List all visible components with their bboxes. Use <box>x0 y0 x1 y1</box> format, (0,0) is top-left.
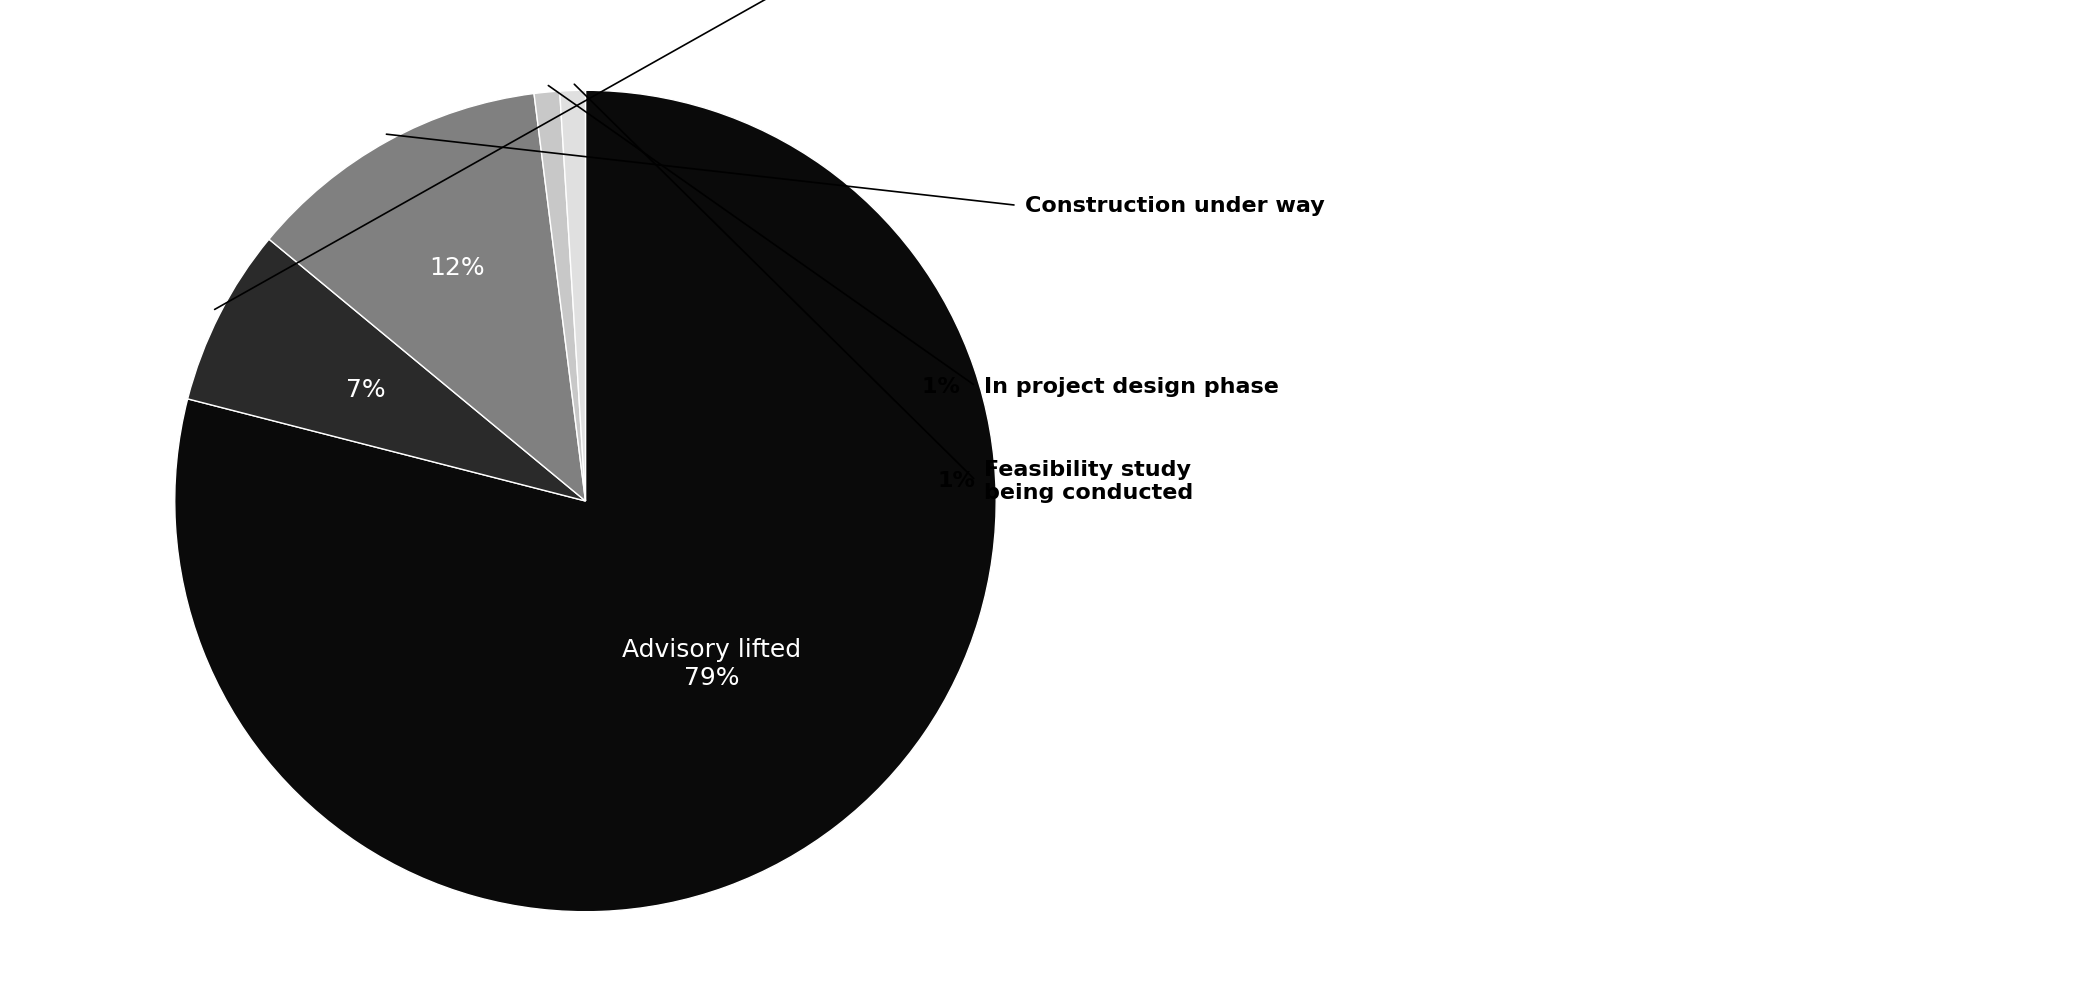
Text: In project design phase: In project design phase <box>985 376 1280 396</box>
Text: 7%: 7% <box>347 378 385 402</box>
Text: 1%: 1% <box>922 376 976 396</box>
Wedge shape <box>560 91 585 502</box>
Wedge shape <box>533 92 585 502</box>
Text: Construction under way: Construction under way <box>1025 196 1326 216</box>
Wedge shape <box>270 94 585 502</box>
Text: 1%: 1% <box>937 471 976 491</box>
Text: Feasibility study
being conducted: Feasibility study being conducted <box>985 459 1194 503</box>
Wedge shape <box>188 240 585 502</box>
Text: 12%: 12% <box>429 256 485 280</box>
Wedge shape <box>176 91 995 912</box>
Text: Advisory lifted
79%: Advisory lifted 79% <box>621 638 801 689</box>
